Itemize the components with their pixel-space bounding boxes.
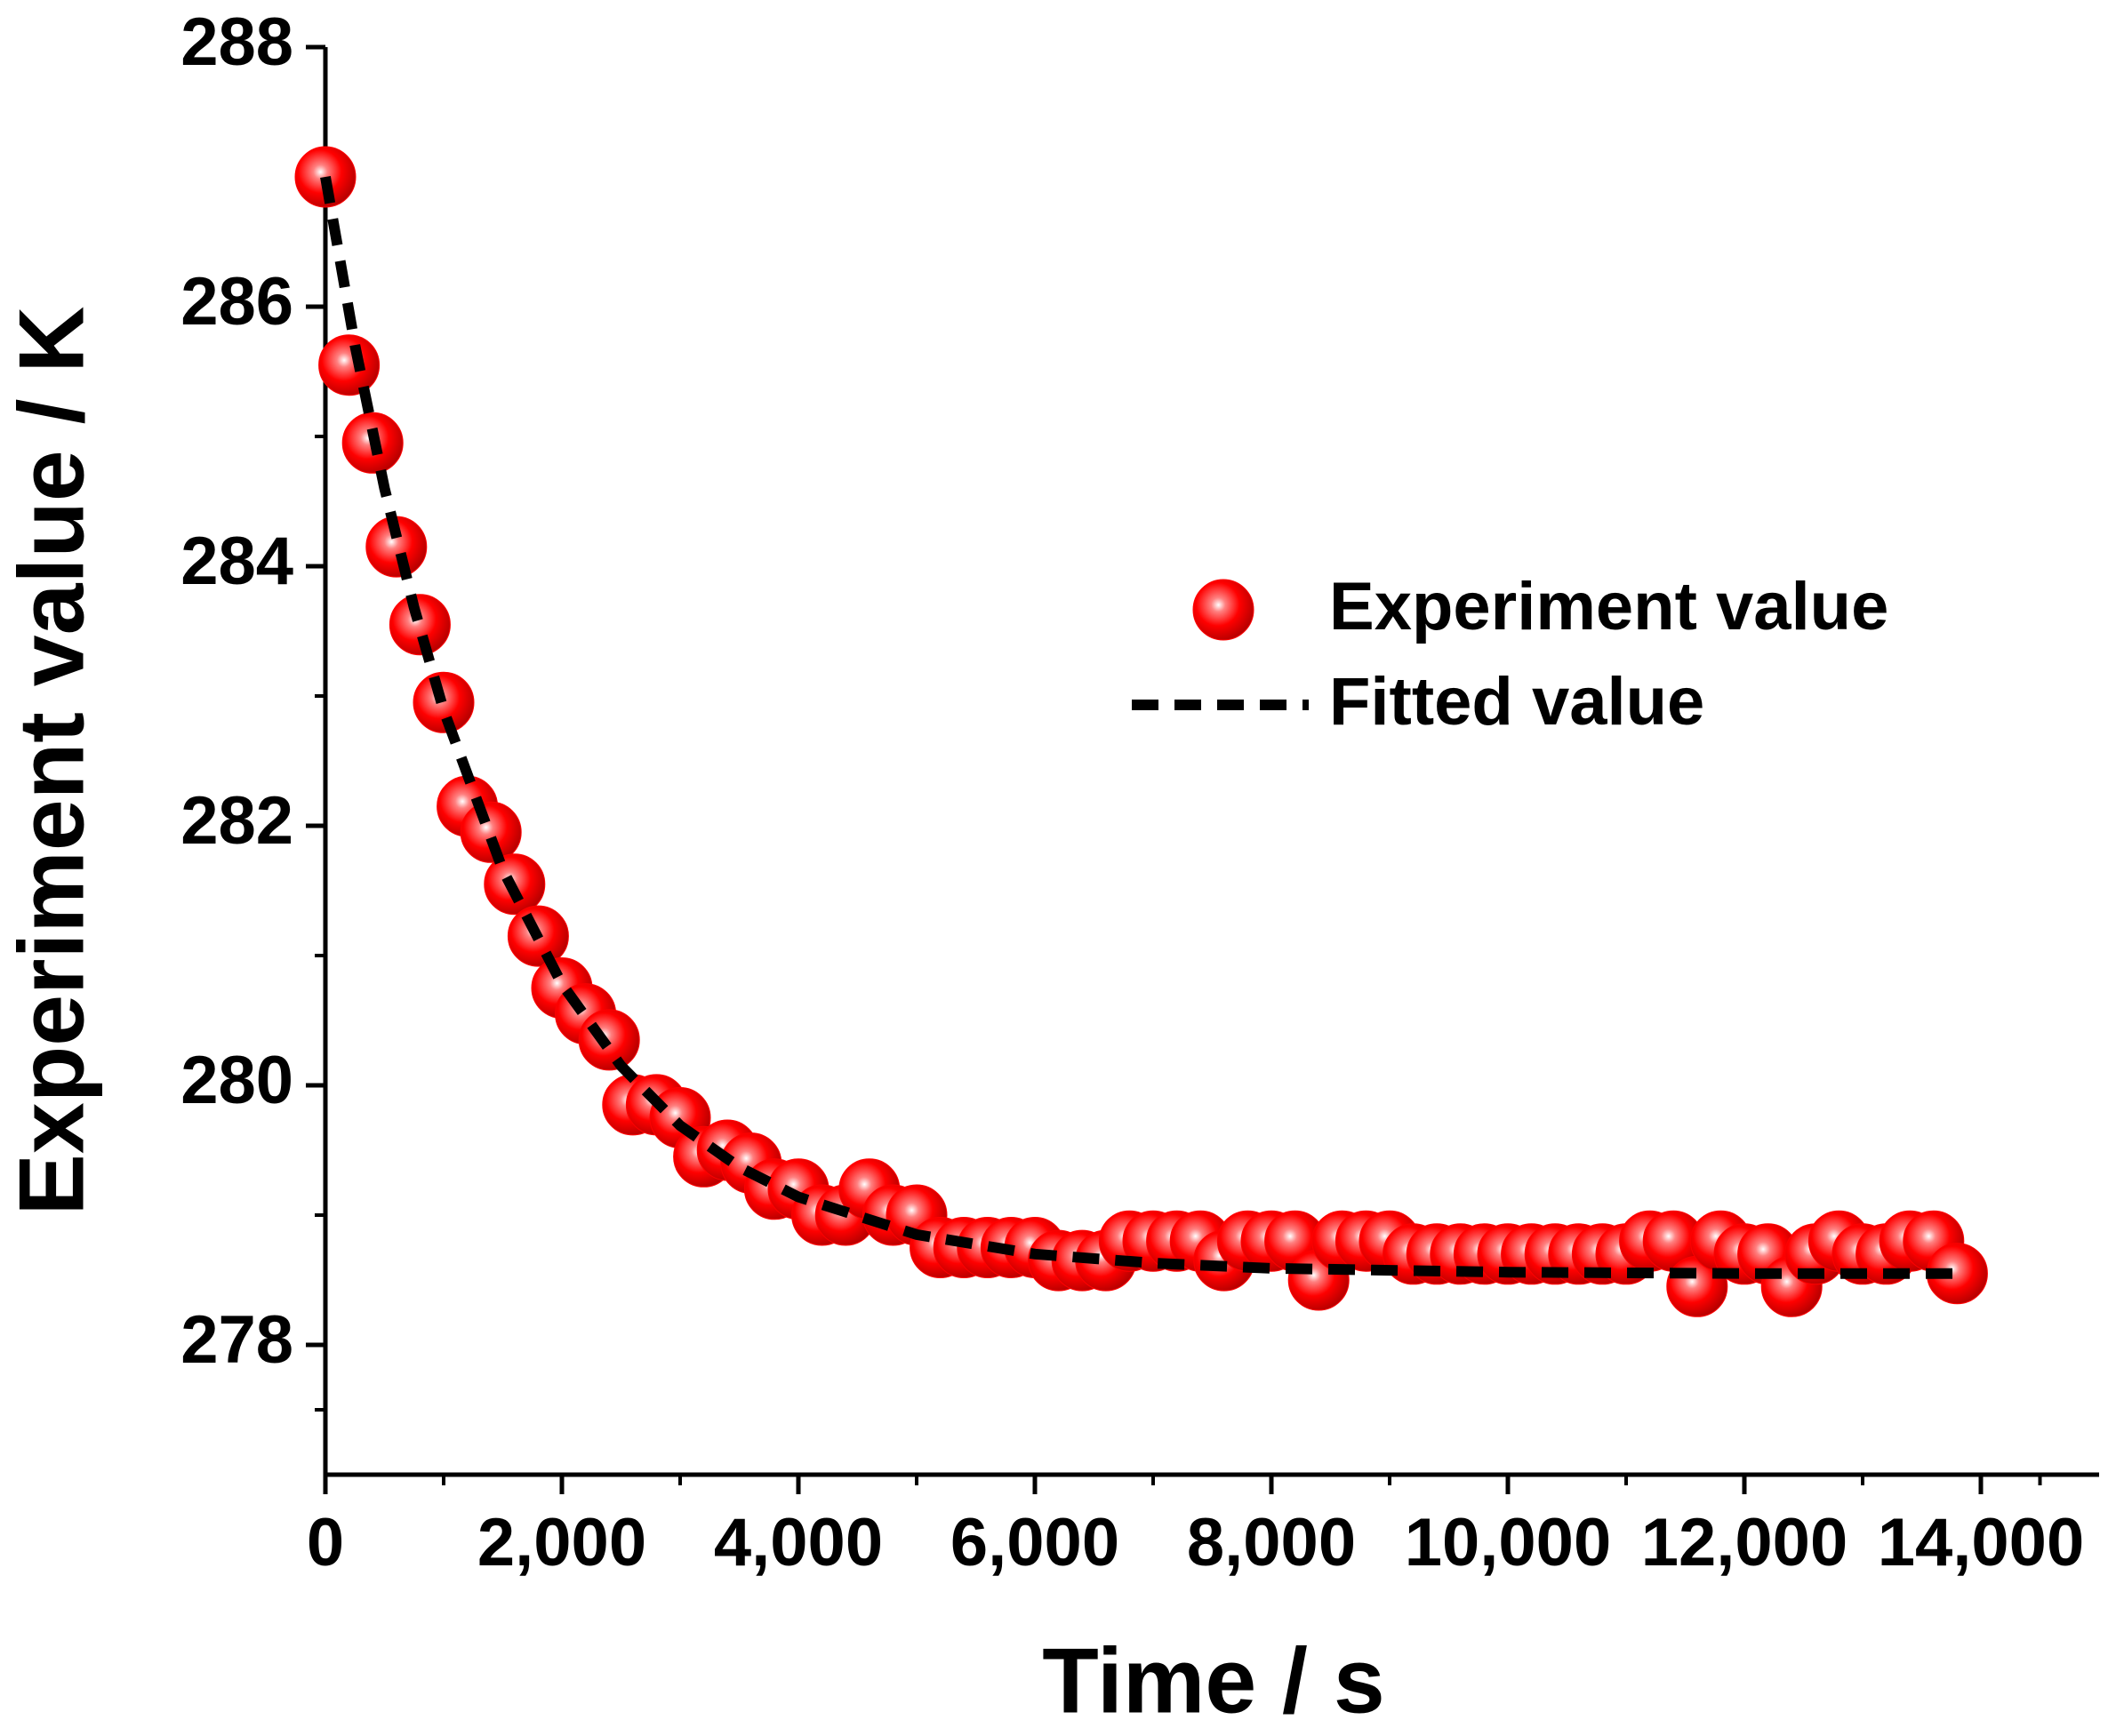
data-point — [578, 1009, 640, 1071]
x-tick-label: 10,000 — [1405, 1505, 1611, 1580]
data-point — [389, 594, 451, 656]
y-axis-title: Experiment value / K — [0, 306, 103, 1215]
data-point — [460, 801, 522, 863]
x-tick-label: 0 — [307, 1505, 344, 1580]
x-axis-title: Time / s — [1042, 1629, 1384, 1732]
y-tick-label: 284 — [180, 524, 293, 599]
y-tick-label: 280 — [180, 1043, 293, 1118]
data-point — [413, 671, 475, 733]
y-tick-label: 282 — [180, 783, 293, 859]
y-tick-label: 286 — [180, 264, 293, 340]
legend-label: Fitted value — [1329, 664, 1704, 740]
legend-marker — [1192, 579, 1254, 641]
y-tick-label: 288 — [180, 4, 293, 80]
data-point — [318, 334, 381, 396]
fitted-line — [320, 175, 1958, 1279]
legend-label: Experiment value — [1329, 569, 1888, 644]
x-tick-label: 6,000 — [950, 1505, 1119, 1580]
x-tick-label: 8,000 — [1187, 1505, 1356, 1580]
x-tick-label: 14,000 — [1878, 1505, 2084, 1580]
y-tick-label: 278 — [180, 1302, 293, 1378]
x-tick-label: 4,000 — [714, 1505, 883, 1580]
x-tick-label: 2,000 — [477, 1505, 646, 1580]
x-tick-label: 12,000 — [1641, 1505, 1848, 1580]
